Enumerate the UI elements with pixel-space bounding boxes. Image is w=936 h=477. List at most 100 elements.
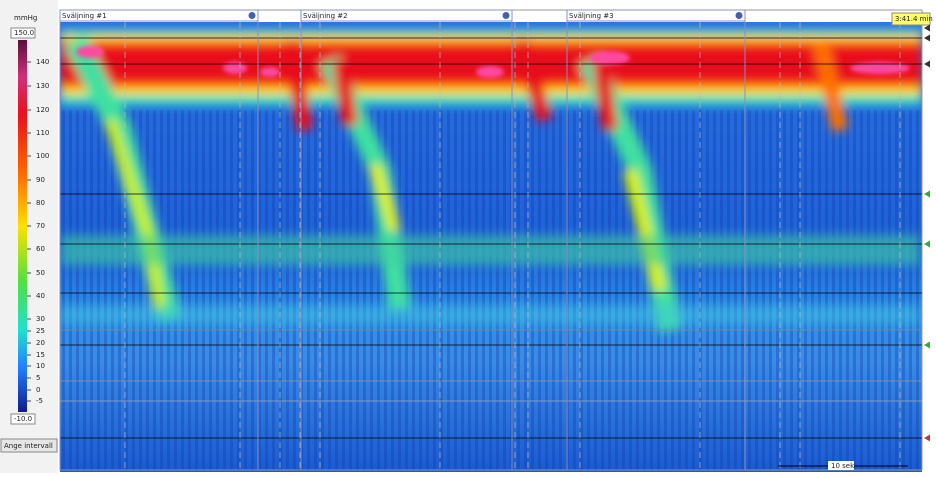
stripe	[888, 110, 891, 470]
stripe	[223, 110, 226, 470]
stripe	[538, 110, 541, 470]
stripe	[482, 110, 485, 470]
scale-label: 140	[36, 58, 49, 66]
stripe	[874, 110, 877, 470]
stripe	[853, 110, 856, 470]
stripe	[342, 110, 345, 470]
swallow-close[interactable]	[249, 12, 256, 19]
stripe	[279, 110, 282, 470]
stripe	[615, 110, 618, 470]
stripe	[419, 110, 422, 470]
stripe	[83, 110, 86, 470]
stripe	[559, 110, 562, 470]
scale-label: 50	[36, 269, 45, 277]
stripe	[202, 110, 205, 470]
stripe	[685, 110, 688, 470]
scale-label: 5	[36, 374, 40, 382]
stripe	[552, 110, 555, 470]
stripe	[286, 110, 289, 470]
button-label: Ange intervall	[4, 442, 53, 450]
sensor-marker	[924, 435, 930, 442]
stripe	[846, 110, 849, 470]
stripe	[503, 110, 506, 470]
stripe	[237, 110, 240, 470]
stripe	[454, 110, 457, 470]
swallow-close[interactable]	[736, 12, 743, 19]
min-value: -10.0	[14, 415, 32, 423]
stripe	[62, 110, 65, 470]
stripe	[895, 110, 898, 470]
scale-label: 40	[36, 292, 45, 300]
stripe	[531, 110, 534, 470]
stripe	[734, 110, 737, 470]
stripe	[447, 110, 450, 470]
scale-label: 110	[36, 129, 49, 137]
stripe	[328, 110, 331, 470]
scale-label: 20	[36, 339, 45, 347]
stripe	[748, 110, 751, 470]
scale-label: 80	[36, 199, 45, 207]
scale-label: 15	[36, 351, 45, 359]
stripe	[433, 110, 436, 470]
stripe	[601, 110, 604, 470]
stripe	[580, 110, 583, 470]
stripe	[146, 110, 149, 470]
scale-label: 100	[36, 152, 49, 160]
scale-label: 25	[36, 327, 45, 335]
stripe	[496, 110, 499, 470]
stripe	[489, 110, 492, 470]
stripe	[608, 110, 611, 470]
stripe	[832, 110, 835, 470]
stripe	[524, 110, 527, 470]
stripe	[741, 110, 744, 470]
stripe	[545, 110, 548, 470]
sensor-marker	[924, 241, 930, 248]
time-label: 3:41.4 min	[895, 15, 933, 23]
swallow-label: Sväljning #1	[62, 12, 107, 20]
stripe	[867, 110, 870, 470]
stripe	[104, 110, 107, 470]
stripe	[314, 110, 317, 470]
stripe	[307, 110, 310, 470]
stripe	[216, 110, 219, 470]
stripe	[790, 110, 793, 470]
swallow-close[interactable]	[503, 12, 510, 19]
scale-label: 10	[36, 362, 45, 370]
stripe	[573, 110, 576, 470]
stripe	[244, 110, 247, 470]
color-scale	[18, 40, 27, 412]
stripe	[440, 110, 443, 470]
stripe	[468, 110, 471, 470]
stripe	[349, 110, 352, 470]
stripe	[188, 110, 191, 470]
stripe	[111, 110, 114, 470]
stripe	[909, 110, 912, 470]
stripe	[762, 110, 765, 470]
scale-label: -5	[36, 397, 43, 405]
stripe	[461, 110, 464, 470]
stripe	[727, 110, 730, 470]
stripe	[811, 110, 814, 470]
stripe	[678, 110, 681, 470]
stripe	[335, 110, 338, 470]
sensor-marker	[924, 191, 930, 198]
stripe	[818, 110, 821, 470]
scale-label: 120	[36, 106, 49, 114]
stripe	[706, 110, 709, 470]
scale-label: 130	[36, 82, 49, 90]
stripe	[76, 110, 79, 470]
stripe	[97, 110, 100, 470]
stripe	[321, 110, 324, 470]
swallow-label: Sväljning #3	[569, 12, 614, 20]
scale-label: 30	[36, 315, 45, 323]
stripe	[916, 110, 919, 470]
stripe	[783, 110, 786, 470]
swallow-label: Sväljning #2	[303, 12, 348, 20]
sensor-marker	[924, 25, 930, 32]
scale-label: 70	[36, 222, 45, 230]
max-value: 150.0	[14, 29, 34, 37]
stripe	[902, 110, 905, 470]
stripe	[181, 110, 184, 470]
sensor-marker	[924, 61, 930, 68]
scale-label: 0	[36, 386, 40, 394]
